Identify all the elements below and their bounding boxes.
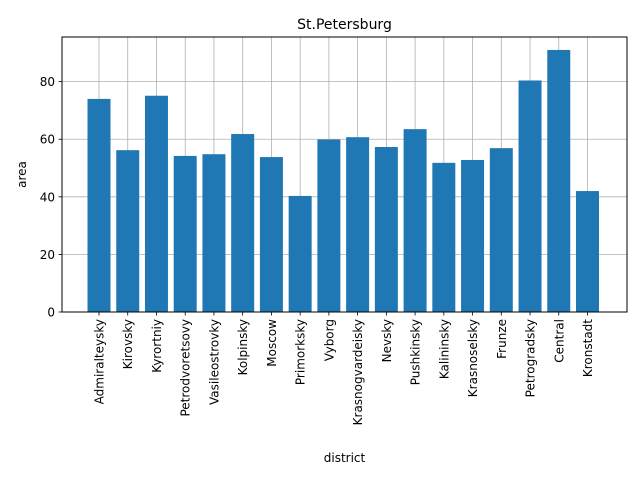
y-tick-label: 20 [40,248,55,262]
bar-kolpinsky [231,134,255,312]
x-tick-label: Kronstadt [581,319,595,377]
bar-kyrortniy [144,95,168,312]
bar-frunze [489,148,513,312]
x-tick-label: Krasnogvardeisky [351,319,365,425]
x-tick-label: Primorksky [294,319,308,385]
bar-kirovsky [116,150,140,312]
bar-kalininsky [432,162,456,312]
bars [87,49,599,312]
x-axis-label: district [324,451,366,465]
x-tick-label: Vyborg [322,319,336,361]
y-axis-label: area [15,161,29,188]
x-tick-label: Kirovsky [121,319,135,369]
bar-vyborg [317,139,341,312]
chart-title: St.Petersburg [297,17,392,33]
bar-pushkinsky [403,129,427,312]
x-axis-ticks: Admiralteysky Kirovsky Kyrortniy Petrodvore… [93,312,595,425]
bar-petrogradsky [518,80,542,312]
bar-primorksky [288,195,312,312]
y-tick-label: 60 [40,133,55,147]
x-tick-label: Petrodvoretsovy [179,319,193,417]
bar-vasileostrovky [202,154,226,312]
plot-frame [61,36,628,313]
x-tick-label: Vasileostrovky [207,319,221,405]
y-axis-ticks: 0 20 40 60 80 [40,75,62,320]
bar-nevsky [374,147,398,312]
x-tick-label: Frunze [495,319,509,359]
y-tick-label: 40 [40,190,55,204]
bar-admiralteysky [87,98,111,312]
bar-krasnoselsky [461,159,485,312]
x-tick-label: Krasnoselsky [466,319,480,397]
bar-petrodvoretsovy [173,155,197,312]
y-tick-label: 0 [47,306,55,320]
bar-kronstadt [576,191,599,312]
bar-central [547,49,571,312]
x-tick-label: Pushkinsky [409,319,423,385]
x-tick-label: Kalininsky [437,319,451,379]
x-tick-label: Admiralteysky [93,319,107,404]
x-tick-label: Kolpinsky [236,319,250,375]
x-tick-label: Kyrortniy [150,319,164,373]
x-tick-label: Central [552,319,566,363]
x-tick-label: Petrogradsky [524,319,538,397]
y-tick-label: 80 [40,75,55,89]
bar-krasnogvardeisky [346,137,370,312]
bar-moscow [259,157,283,312]
x-tick-label: Moscow [265,319,279,367]
x-tick-label: Nevsky [380,319,394,362]
